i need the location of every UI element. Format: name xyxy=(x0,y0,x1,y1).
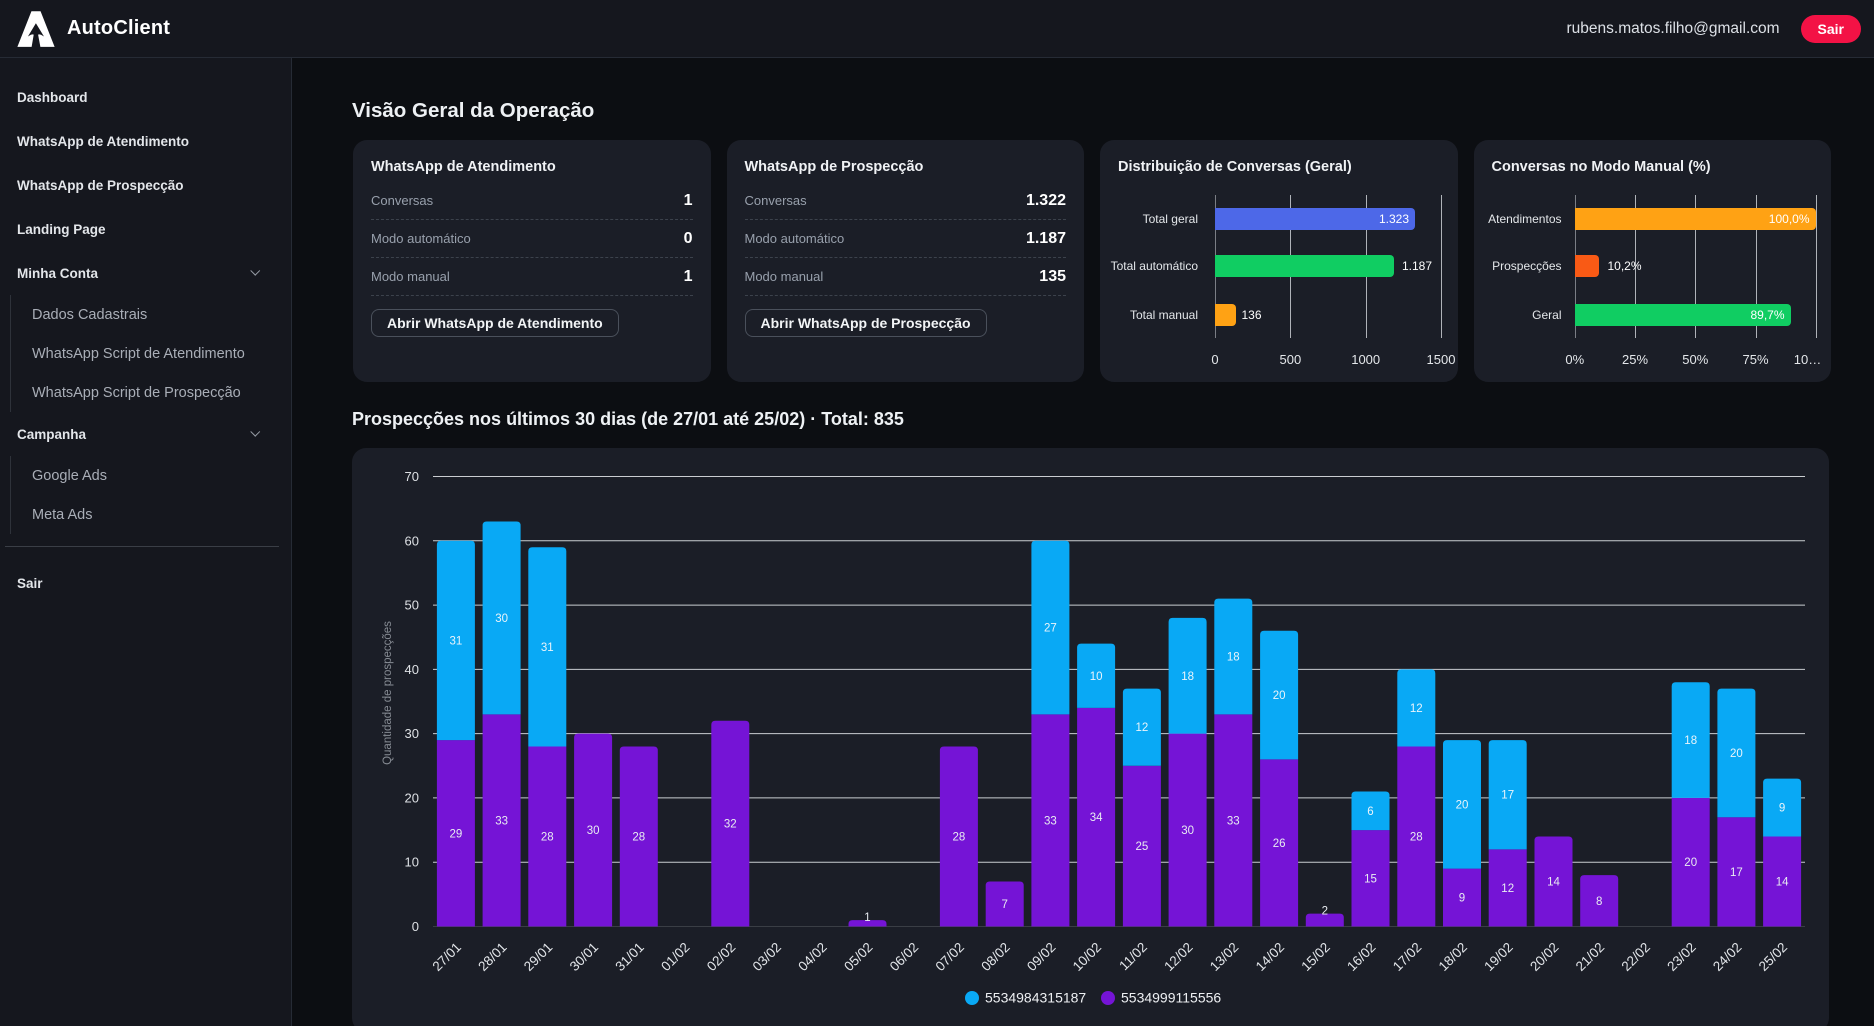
svg-text:60: 60 xyxy=(405,533,419,548)
svg-text:33: 33 xyxy=(1044,815,1057,827)
svg-text:13/02: 13/02 xyxy=(1207,940,1242,975)
svg-text:08/02: 08/02 xyxy=(978,940,1013,975)
svg-text:2: 2 xyxy=(1322,906,1328,918)
svg-text:28: 28 xyxy=(1410,832,1423,844)
svg-text:14: 14 xyxy=(1776,877,1789,889)
svg-text:19/02: 19/02 xyxy=(1481,940,1516,975)
svg-text:30: 30 xyxy=(1181,825,1194,837)
svg-text:7: 7 xyxy=(1001,899,1007,911)
svg-text:17: 17 xyxy=(1501,790,1514,802)
svg-text:12: 12 xyxy=(1501,883,1514,895)
svg-text:30/01: 30/01 xyxy=(567,940,602,975)
svg-text:8: 8 xyxy=(1596,896,1602,908)
svg-text:22/02: 22/02 xyxy=(1619,940,1654,975)
svg-text:5534984315187: 5534984315187 xyxy=(985,990,1086,1006)
svg-text:33: 33 xyxy=(495,815,508,827)
svg-text:02/02: 02/02 xyxy=(704,940,739,975)
svg-text:12: 12 xyxy=(1136,722,1149,734)
svg-text:14: 14 xyxy=(1547,877,1560,889)
svg-text:03/02: 03/02 xyxy=(750,940,785,975)
svg-text:31: 31 xyxy=(541,642,554,654)
svg-text:20: 20 xyxy=(405,790,419,805)
svg-text:25: 25 xyxy=(1136,841,1149,853)
svg-text:04/02: 04/02 xyxy=(795,940,830,975)
svg-text:30: 30 xyxy=(495,613,508,625)
svg-text:20: 20 xyxy=(1684,857,1697,869)
svg-text:30: 30 xyxy=(405,726,419,741)
svg-text:30: 30 xyxy=(587,825,600,837)
svg-text:28/01: 28/01 xyxy=(475,940,510,975)
svg-text:21/02: 21/02 xyxy=(1573,940,1608,975)
svg-text:70: 70 xyxy=(405,469,419,484)
svg-text:25/02: 25/02 xyxy=(1756,940,1791,975)
svg-text:18: 18 xyxy=(1684,735,1697,747)
svg-text:07/02: 07/02 xyxy=(933,940,968,975)
svg-text:10: 10 xyxy=(1090,671,1103,683)
svg-text:10: 10 xyxy=(405,855,419,870)
svg-text:09/02: 09/02 xyxy=(1024,940,1059,975)
svg-text:40: 40 xyxy=(405,662,419,677)
svg-text:31: 31 xyxy=(450,635,463,647)
svg-text:17: 17 xyxy=(1730,867,1743,879)
svg-text:11/02: 11/02 xyxy=(1116,940,1150,974)
svg-text:1: 1 xyxy=(864,912,870,924)
svg-text:Quantidade de prospecções: Quantidade de prospecções xyxy=(382,621,394,765)
svg-text:50: 50 xyxy=(405,598,419,613)
svg-text:29: 29 xyxy=(450,828,463,840)
svg-text:05/02: 05/02 xyxy=(841,940,876,975)
svg-text:9: 9 xyxy=(1779,803,1785,815)
svg-text:9: 9 xyxy=(1459,893,1465,905)
svg-text:32: 32 xyxy=(724,819,737,831)
svg-text:20: 20 xyxy=(1456,799,1469,811)
svg-text:14/02: 14/02 xyxy=(1253,940,1288,975)
svg-text:20: 20 xyxy=(1273,690,1286,702)
svg-text:15/02: 15/02 xyxy=(1298,940,1333,975)
svg-text:12/02: 12/02 xyxy=(1161,940,1196,975)
svg-text:23/02: 23/02 xyxy=(1664,940,1699,975)
svg-text:28: 28 xyxy=(632,832,645,844)
svg-text:10/02: 10/02 xyxy=(1070,940,1105,975)
svg-text:28: 28 xyxy=(953,832,966,844)
svg-text:17/02: 17/02 xyxy=(1390,940,1425,975)
svg-text:27/01: 27/01 xyxy=(430,940,465,975)
svg-text:20: 20 xyxy=(1730,748,1743,760)
svg-text:01/02: 01/02 xyxy=(658,940,693,975)
svg-text:26: 26 xyxy=(1273,838,1286,850)
svg-text:06/02: 06/02 xyxy=(887,940,922,975)
svg-text:18: 18 xyxy=(1227,652,1240,664)
svg-text:18: 18 xyxy=(1181,671,1194,683)
svg-text:5534999115556: 5534999115556 xyxy=(1121,990,1221,1006)
svg-text:33: 33 xyxy=(1227,815,1240,827)
svg-text:0: 0 xyxy=(412,919,419,934)
svg-text:27: 27 xyxy=(1044,623,1057,635)
svg-text:24/02: 24/02 xyxy=(1710,940,1745,975)
svg-text:20/02: 20/02 xyxy=(1527,940,1562,975)
svg-text:6: 6 xyxy=(1367,806,1373,818)
svg-text:28: 28 xyxy=(541,832,554,844)
svg-text:29/01: 29/01 xyxy=(521,940,556,975)
svg-text:12: 12 xyxy=(1410,703,1423,715)
svg-text:16/02: 16/02 xyxy=(1344,940,1379,975)
svg-text:34: 34 xyxy=(1090,812,1103,824)
svg-text:31/01: 31/01 xyxy=(612,940,647,975)
svg-text:18/02: 18/02 xyxy=(1436,940,1471,975)
svg-text:15: 15 xyxy=(1364,873,1377,885)
